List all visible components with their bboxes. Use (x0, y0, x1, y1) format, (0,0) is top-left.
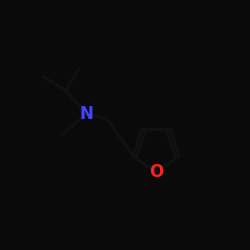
Text: N: N (80, 105, 94, 123)
Text: O: O (149, 164, 163, 182)
